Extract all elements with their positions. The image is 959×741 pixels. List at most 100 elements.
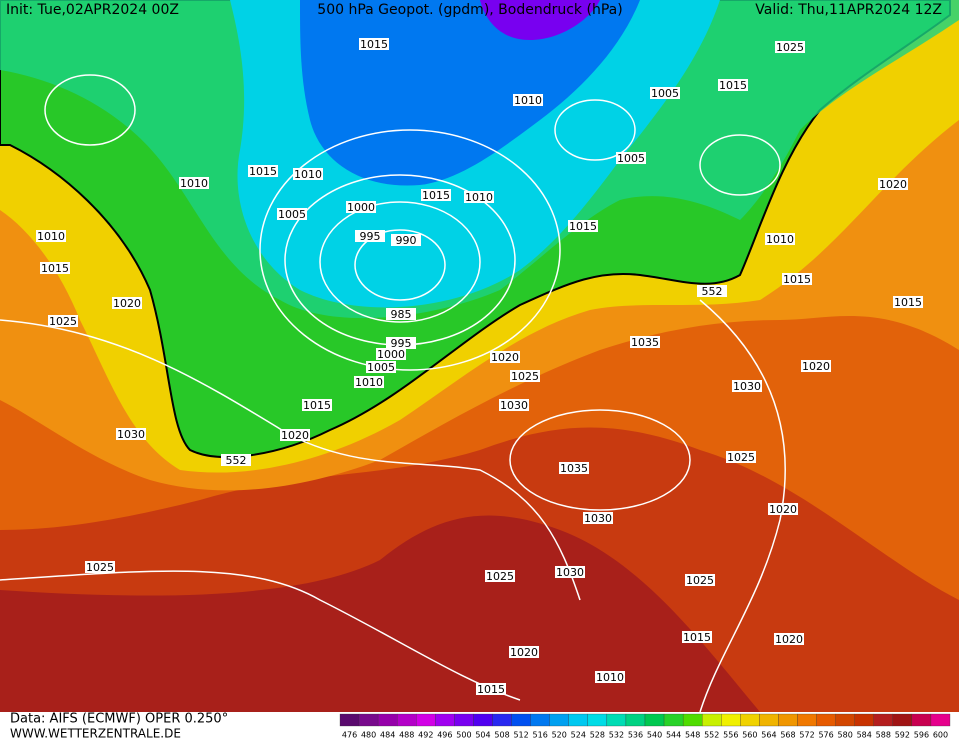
isobar-label-box	[510, 370, 540, 382]
colorbar-swatch	[339, 713, 360, 727]
colorbar-label: 488	[399, 731, 414, 740]
colorbar-label: 600	[933, 731, 948, 740]
colorbar-swatch	[530, 713, 550, 727]
colorbar-label: 508	[494, 731, 509, 740]
isobar-label: 1015	[41, 262, 69, 275]
isobar-label: 1015	[719, 79, 747, 92]
isobar-label-box	[48, 315, 78, 327]
isobar-label-box	[782, 273, 812, 285]
colorbar-label: 524	[571, 731, 586, 740]
isobar-label-box	[85, 561, 115, 573]
isobar-label: 1015	[249, 165, 277, 178]
isobar-label: 1035	[631, 336, 659, 349]
website: WWW.WETTERZENTRALE.DE	[10, 727, 181, 741]
colorbar-swatch	[682, 713, 703, 727]
isobar-label-box	[221, 454, 251, 466]
colorbar-label: 512	[513, 731, 528, 740]
isobar-label-box	[366, 361, 396, 373]
isobar-label: 1020	[802, 360, 830, 373]
isobar-label-box	[179, 177, 209, 189]
isobar-label: 1015	[477, 683, 505, 696]
isobar-label-box	[302, 399, 332, 411]
isobar-label-box	[248, 165, 278, 177]
colorbar-label: 580	[838, 731, 853, 740]
isobar-label-box	[774, 633, 804, 645]
colorbar-swatch	[416, 713, 436, 727]
isobar-label-box	[293, 168, 323, 180]
colorbar-swatch	[873, 713, 893, 727]
isobar-label-box	[354, 376, 384, 388]
isobar-label: 1030	[733, 380, 761, 393]
colorbar-label: 552	[704, 731, 719, 740]
isobar-label-box	[765, 233, 795, 245]
isobar-label-box	[40, 262, 70, 274]
isobar-label: 1025	[511, 370, 539, 383]
isobar-label-box	[277, 208, 307, 220]
colorbar-label: 536	[628, 731, 643, 740]
isobar-label-box	[490, 351, 520, 363]
colorbar-swatch	[511, 713, 531, 727]
isobar-label: 1020	[879, 178, 907, 191]
colorbar: 476 480 484 488 492 496 500 504 508 512 516 520 524 5…	[339, 713, 951, 740]
isobar-label-box	[391, 234, 421, 246]
colorbar-label: 492	[418, 731, 433, 740]
colorbar-label: 476	[342, 731, 357, 740]
colorbar-label: 556	[723, 731, 738, 740]
isobar-label-box	[718, 79, 748, 91]
isobar-label: 1020	[113, 297, 141, 310]
isobar-label: 995	[391, 337, 412, 350]
isobar-label: 1035	[560, 462, 588, 475]
isobar-label-box	[112, 297, 142, 309]
isobar-label-box	[36, 230, 66, 242]
isobar-label: 1005	[651, 87, 679, 100]
isobar-label: 1030	[117, 428, 145, 441]
colorbar-swatch	[435, 713, 455, 727]
isobar-label: 1010	[180, 177, 208, 190]
colorbar-swatch	[663, 713, 684, 727]
isobar-label: 1025	[49, 315, 77, 328]
isobar-label-box	[682, 631, 712, 643]
isobar-label-box	[583, 512, 613, 524]
colorbar-swatch	[606, 713, 627, 727]
colorbar-label: 564	[761, 731, 776, 740]
isobar-label: 1015	[683, 631, 711, 644]
isobar-label-box	[630, 336, 660, 348]
isobar-label: 1000	[347, 201, 375, 214]
isobar-label-box	[555, 566, 585, 578]
colorbar-label: 496	[437, 731, 452, 740]
isobar-label: 1025	[727, 451, 755, 464]
isobar-label: 1015	[569, 220, 597, 233]
colorbar-label: 528	[590, 731, 605, 740]
colorbar-swatch	[625, 713, 646, 727]
isobar-label: 1010	[596, 671, 624, 684]
isobar-label-box	[726, 451, 756, 463]
colorbar-label: 568	[780, 731, 795, 740]
colorbar-label: 520	[552, 731, 567, 740]
isobar-label-box	[801, 360, 831, 372]
colorbar-label: 596	[914, 731, 929, 740]
colorbar-swatch	[797, 713, 817, 727]
isobar-label: 1020	[769, 503, 797, 516]
isobar-label-box	[893, 296, 923, 308]
colorbar-label: 532	[609, 731, 624, 740]
colorbar-label: 544	[666, 731, 681, 740]
isobar-label-box	[386, 308, 416, 320]
colorbar-swatch	[816, 713, 836, 727]
isobar-label-box	[476, 683, 506, 695]
colorbar-label: 576	[818, 731, 833, 740]
colorbar-label: 548	[685, 731, 700, 740]
isobar-label-box	[280, 429, 310, 441]
isobar-label-box	[485, 570, 515, 582]
colorbar-swatch	[702, 713, 722, 727]
colorbar-swatch	[854, 713, 874, 727]
colorbar-swatch	[587, 713, 608, 727]
colorbar-label: 572	[799, 731, 814, 740]
colorbar-label: 560	[742, 731, 757, 740]
isobar-label: 1010	[355, 376, 383, 389]
isobar-label: 1025	[486, 570, 514, 583]
isobar-label-box	[732, 380, 762, 392]
isobar-label: 1030	[556, 566, 584, 579]
isobar-label: 1010	[294, 168, 322, 181]
colorbar-swatch	[358, 713, 379, 727]
colorbar-swatch	[778, 713, 798, 727]
